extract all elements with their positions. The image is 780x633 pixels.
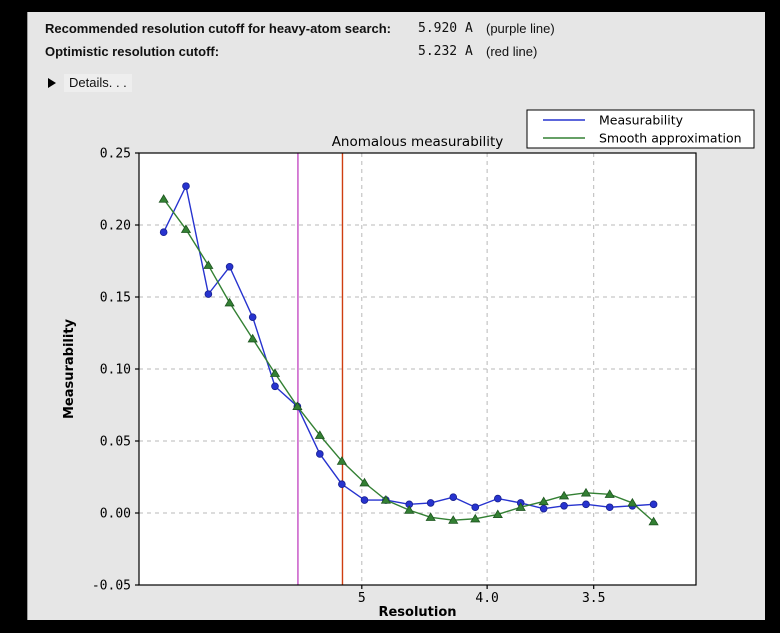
xtriage-anomalous-panel: Recommended resolution cutoff for heavy-… xyxy=(27,12,765,620)
gridlines xyxy=(139,153,696,585)
recommended-cutoff-note: (purple line) xyxy=(486,21,555,36)
svg-text:3.5: 3.5 xyxy=(582,591,605,606)
chart-title: Anomalous measurability xyxy=(332,134,504,150)
axis-ticks xyxy=(135,152,595,589)
legend-label-measurability: Measurability xyxy=(599,113,684,128)
optimistic-cutoff-value: 5.232 A xyxy=(418,44,473,59)
recommended-cutoff-label: Recommended resolution cutoff for heavy-… xyxy=(45,21,392,36)
svg-text:0.15: 0.15 xyxy=(100,291,131,306)
svg-text:5: 5 xyxy=(358,591,366,606)
recommended-cutoff-value: 5.920 A xyxy=(418,21,473,36)
details-label[interactable]: Details. . . xyxy=(64,74,132,92)
y-axis-label: Measurability xyxy=(62,318,77,419)
svg-text:4.0: 4.0 xyxy=(475,591,498,606)
svg-text:0.10: 0.10 xyxy=(100,363,131,378)
svg-text:0.20: 0.20 xyxy=(100,219,131,234)
svg-text:0.00: 0.00 xyxy=(100,507,131,522)
x-axis-label: Resolution xyxy=(378,605,456,620)
chart-legend: Measurability Smooth approximation xyxy=(526,109,755,149)
svg-text:0.05: 0.05 xyxy=(100,435,131,450)
disclosure-triangle-icon[interactable] xyxy=(48,78,56,88)
anomalous-measurability-chart: 0.25 0.20 0.15 0.10 0.05 0.00 -0.05 5 4.0 3.5 Anom… xyxy=(62,109,755,620)
tick-labels: 0.25 0.20 0.15 0.10 0.05 0.00 -0.05 5 4.0 3.5 xyxy=(92,147,606,607)
optimistic-cutoff-row: Optimistic resolution cutoff: 5.232 A (r… xyxy=(28,44,765,61)
optimistic-cutoff-label: Optimistic resolution cutoff: xyxy=(45,44,220,59)
optimistic-cutoff-note: (red line) xyxy=(486,44,538,59)
recommended-cutoff-row: Recommended resolution cutoff for heavy-… xyxy=(28,21,765,38)
details-disclosure[interactable]: Details. . . xyxy=(48,74,132,92)
legend-label-smooth: Smooth approximation xyxy=(599,131,742,146)
series-smooth-approximation xyxy=(158,194,659,526)
svg-text:0.25: 0.25 xyxy=(100,147,131,162)
svg-text:-0.05: -0.05 xyxy=(92,579,131,594)
